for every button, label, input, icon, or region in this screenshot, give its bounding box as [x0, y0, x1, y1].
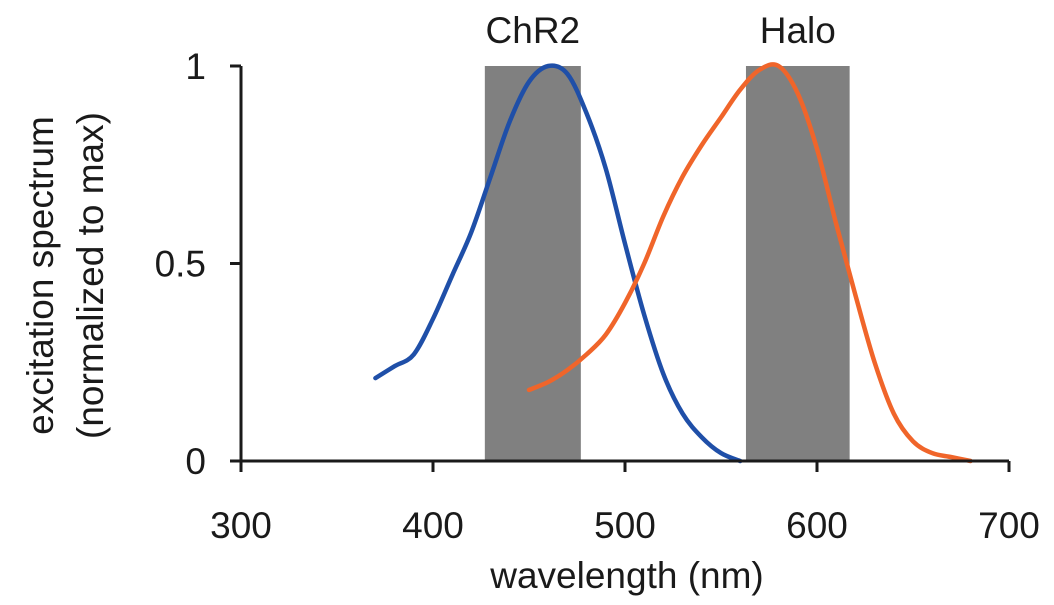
band-label-chr2: ChR2: [486, 10, 581, 51]
x-tick-label: 500: [594, 505, 656, 546]
x-tick-label: 400: [402, 505, 464, 546]
spectrum-line-halo: [526, 62, 973, 464]
y-tick-label: 0.5: [155, 244, 206, 285]
x-tick-label: 600: [786, 505, 848, 546]
excitation-band-chr2: [484, 66, 581, 461]
x-tick-label: 700: [978, 505, 1040, 546]
y-tick-label: 0: [185, 441, 206, 482]
x-tick-label: 300: [210, 505, 272, 546]
bands-layer: [484, 66, 850, 461]
labels-layer: wavelength (nm) excitation spectrum (nor…: [20, 10, 836, 596]
axes-layer: [239, 66, 1009, 463]
lines-layer: [373, 62, 973, 464]
y-axis-title-line1: excitation spectrum: [20, 116, 61, 435]
x-axis-title: wavelength (nm): [489, 555, 764, 596]
excitation-band-halo: [745, 66, 850, 461]
band-label-halo: Halo: [760, 10, 836, 51]
y-tick-label: 1: [185, 46, 206, 87]
ticks-layer: 300 400 500 600 700 0 0.5 1: [155, 46, 1040, 546]
spectrum-line-chr2: [373, 63, 743, 464]
y-axis-title-line2: (normalized to max): [70, 112, 111, 439]
